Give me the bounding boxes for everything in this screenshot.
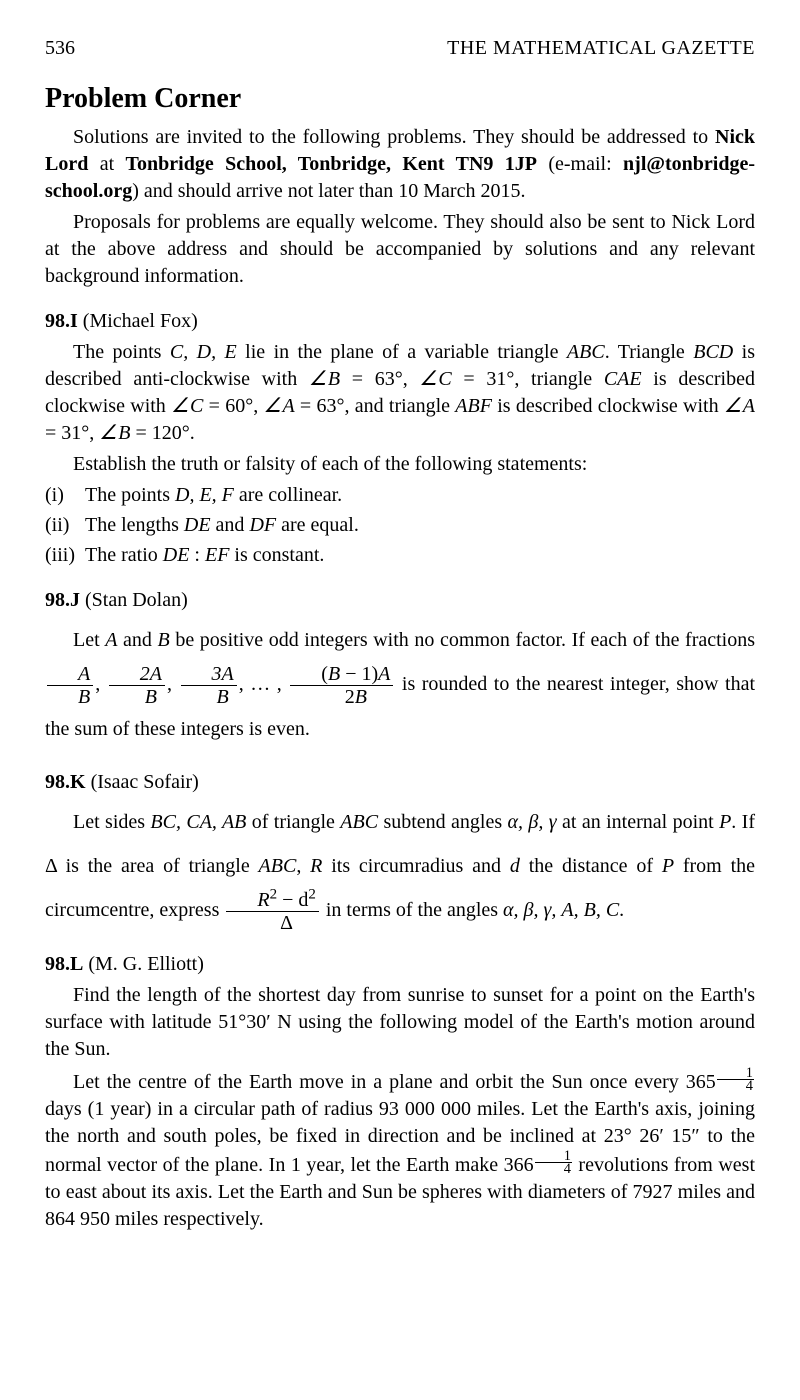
problem-98I-item-i: (i) The points D, E, F are collinear.	[45, 482, 755, 509]
fraction: (B − 1)A2B	[290, 664, 393, 707]
fraction: R2 − d2Δ	[226, 890, 319, 933]
fraction: 2AB	[109, 664, 165, 707]
page-header: 536 THE MATHEMATICAL GAZETTE	[45, 35, 755, 62]
fraction-quarter: 14	[717, 1067, 754, 1092]
problem-98I-text: The points C, D, E lie in the plane of a…	[45, 339, 755, 447]
problem-98I-establish: Establish the truth or falsity of each o…	[45, 451, 755, 478]
section-title: Problem Corner	[45, 80, 755, 118]
intro-paragraph-2: Proposals for problems are equally welco…	[45, 209, 755, 290]
problem-98K-header: 98.K (Isaac Sofair)	[45, 769, 755, 796]
problem-98L-p2: Let the centre of the Earth move in a pl…	[45, 1067, 755, 1233]
problem-98J-text: Let A and B be positive odd integers wit…	[45, 618, 755, 751]
page-number: 536	[45, 35, 75, 62]
intro-paragraph-1: Solutions are invited to the following p…	[45, 124, 755, 205]
journal-title: THE MATHEMATICAL GAZETTE	[447, 35, 755, 62]
problem-98L-p1: Find the length of the shortest day from…	[45, 982, 755, 1063]
problem-98I-item-ii: (ii) The lengths DE and DF are equal.	[45, 512, 755, 539]
fraction-quarter: 14	[535, 1150, 572, 1175]
problem-98J-header: 98.J (Stan Dolan)	[45, 587, 755, 614]
problem-98L-header: 98.L (M. G. Elliott)	[45, 951, 755, 978]
fraction: 3AB	[181, 664, 237, 707]
problem-98I-header: 98.I (Michael Fox)	[45, 308, 755, 335]
problem-98K-text: Let sides BC, CA, AB of triangle ABC sub…	[45, 800, 755, 933]
fraction: AB	[47, 664, 93, 707]
problem-98I-item-iii: (iii) The ratio DE : EF is constant.	[45, 542, 755, 569]
